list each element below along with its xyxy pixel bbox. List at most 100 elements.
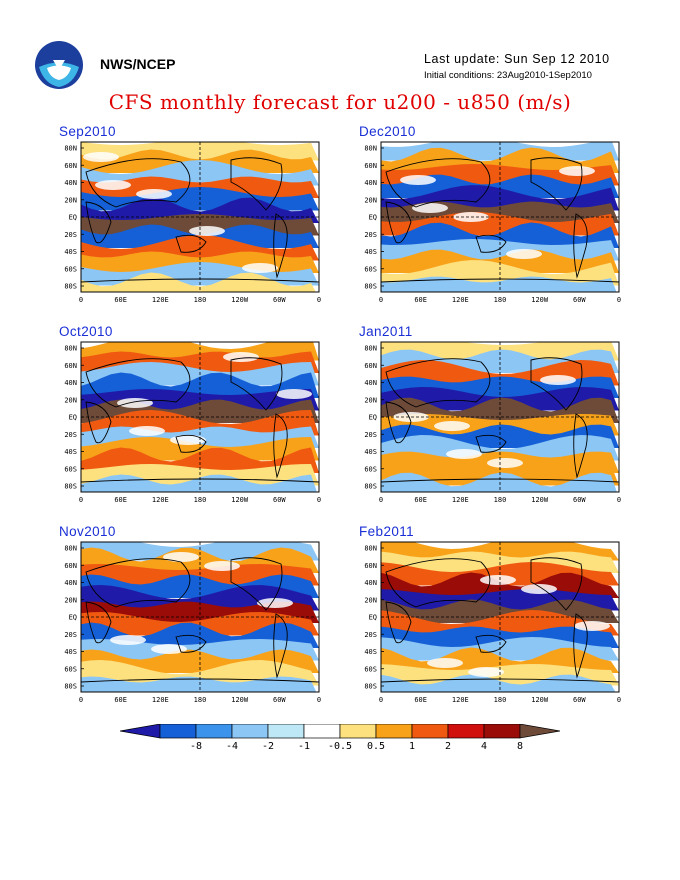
lon-label: 0 [617, 496, 621, 504]
lat-label: 60S [64, 265, 77, 273]
lon-label: 60E [414, 496, 427, 504]
lat-label: 80S [364, 483, 377, 491]
lat-label: 80S [364, 283, 377, 291]
colorbar-label: 1 [409, 741, 415, 752]
lat-label: 20N [64, 596, 77, 604]
lat-label: 40S [364, 248, 377, 256]
lon-label: 120E [152, 496, 169, 504]
map-panel-sep2010: Sep2010 80N 60N 40N 20N EQ 20S 40S 60S 80S 0 60E 12… [59, 124, 329, 314]
lat-label: 60S [364, 265, 377, 273]
lat-label: 20S [364, 631, 377, 639]
lon-label: 0 [79, 496, 83, 504]
lat-label: 20N [64, 196, 77, 204]
lat-label: 40N [64, 179, 77, 187]
lon-label: 60W [573, 496, 586, 504]
lat-label: 20S [64, 431, 77, 439]
lat-label: 80N [64, 145, 77, 153]
panel-label: Feb2011 [359, 524, 415, 539]
lat-label: 40N [364, 579, 377, 587]
colorbar-label: -0.5 [328, 741, 352, 752]
lat-label: EQ [69, 214, 77, 222]
lat-label: 40N [64, 579, 77, 587]
lon-label: 0 [379, 296, 383, 304]
agency-label: NWS/NCEP [100, 56, 176, 72]
panel-label: Dec2010 [359, 124, 416, 139]
lon-label: 0 [79, 296, 83, 304]
colorbar-label: -2 [262, 741, 274, 752]
lat-label: 80S [364, 683, 377, 691]
lat-label: 60S [364, 465, 377, 473]
lon-label: 0 [617, 696, 621, 704]
lon-label: 120W [231, 696, 249, 704]
lon-label: 60W [573, 296, 586, 304]
panel-label: Nov2010 [59, 524, 116, 539]
lat-label: 40S [64, 248, 77, 256]
colorbar-arrow-high [519, 724, 560, 739]
map-panel-feb2011: Feb2011 80N 60N 40N 20N EQ 20S 40S 60S 80S 0 60E 12… [359, 524, 629, 714]
lat-label: 40S [64, 648, 77, 656]
lon-label: 0 [379, 696, 383, 704]
lat-label: 40N [364, 379, 377, 387]
lat-label: 80N [364, 345, 377, 353]
lat-label: 60N [64, 162, 77, 170]
lat-label: 80N [64, 345, 77, 353]
map-panel-dec2010: Dec2010 80N 60N 40N 20N EQ 20S 40S 60S 80S 0 60E 12… [359, 124, 629, 314]
last-update-text: Last update: Sun Sep 12 2010 [424, 52, 610, 66]
lat-label: 80S [64, 483, 77, 491]
colorbar-swatch [339, 724, 377, 739]
lon-label: 120E [152, 296, 169, 304]
colorbar-label: -8 [190, 741, 202, 752]
map-panel-jan2011: Jan2011 80N 60N 40N 20N EQ 20S 40S 60S 80S 0 60E 12… [359, 324, 629, 514]
lat-label: 40S [64, 448, 77, 456]
lon-label: 120E [452, 496, 469, 504]
colorbar-swatch [411, 724, 449, 739]
lat-label: 40N [64, 379, 77, 387]
lon-label: 60E [114, 496, 127, 504]
lat-label: 60N [64, 362, 77, 370]
lat-label: 60N [364, 362, 377, 370]
panel-label: Sep2010 [59, 124, 116, 139]
lon-label: 120E [452, 696, 469, 704]
lon-label: 0 [617, 296, 621, 304]
colorbar-swatch [447, 724, 485, 739]
colorbar-label: -4 [226, 741, 238, 752]
lat-label: 60S [64, 465, 77, 473]
colorbar-arrow-low [120, 724, 161, 739]
lon-label: 120E [452, 296, 469, 304]
colorbar-label: 0.5 [367, 741, 385, 752]
lon-label: 0 [317, 696, 321, 704]
lon-label: 120E [152, 696, 169, 704]
lon-label: 180 [494, 696, 507, 704]
lat-label: 20S [364, 431, 377, 439]
map-panel-oct2010: Oct2010 80N 60N 40N 20N EQ 20S 40S 60S 80S 0 60E 12… [59, 324, 329, 514]
lat-label: EQ [369, 214, 377, 222]
lat-label: 60N [364, 562, 377, 570]
panel-label: Oct2010 [59, 324, 113, 339]
lat-label: 80S [64, 683, 77, 691]
lon-label: 60W [273, 296, 286, 304]
lat-label: 80S [64, 283, 77, 291]
lat-label: 60S [64, 665, 77, 673]
lon-label: 60E [414, 696, 427, 704]
lat-label: 20S [64, 231, 77, 239]
page-title: CFS monthly forecast for u200 - u850 (m/… [108, 90, 572, 114]
lon-label: 0 [79, 696, 83, 704]
lon-label: 120W [531, 296, 549, 304]
lon-label: 120W [231, 296, 249, 304]
lat-label: 40N [364, 179, 377, 187]
lon-label: 180 [194, 696, 207, 704]
lat-label: 60S [364, 665, 377, 673]
lat-label: 20S [364, 231, 377, 239]
lon-label: 120W [531, 496, 549, 504]
lat-label: 20N [364, 396, 377, 404]
colorbar-swatch [195, 724, 233, 739]
lon-label: 60E [114, 296, 127, 304]
lon-label: 180 [494, 296, 507, 304]
colorbar-swatch [159, 724, 197, 739]
lon-label: 60E [114, 696, 127, 704]
lat-label: 80N [364, 545, 377, 553]
